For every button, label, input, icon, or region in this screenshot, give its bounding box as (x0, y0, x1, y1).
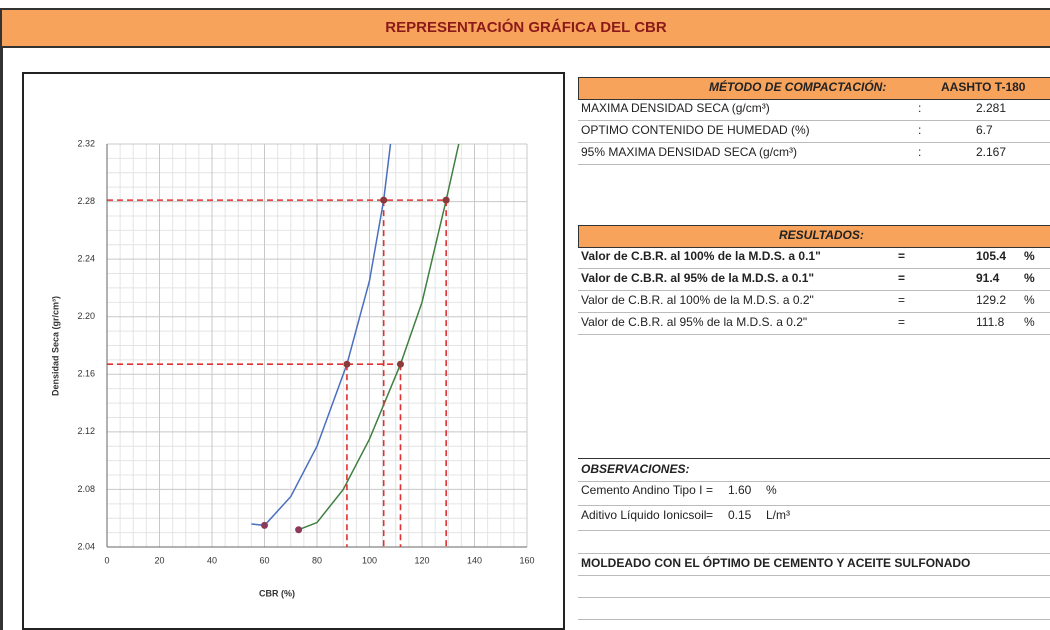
unit: % (1024, 293, 1035, 307)
separator: : (918, 145, 922, 159)
separator: = (898, 249, 906, 263)
point (343, 360, 351, 368)
results-row: Valor de C.B.R. al 95% de la M.D.S. a 0.… (578, 312, 1050, 335)
results-row: Valor de C.B.R. al 100% de la M.D.S. a 0… (578, 290, 1050, 313)
y-tick-label: 2.32 (77, 138, 95, 148)
heading: RESULTADOS: (779, 228, 864, 242)
x-tick-label: 80 (312, 555, 322, 565)
blank-row (578, 597, 1050, 620)
blank-row (578, 575, 1050, 598)
label: OPTIMO CONTENIDO DE HUMEDAD (%) (581, 123, 810, 137)
compaction-header: MÉTODO DE COMPACTACIÓN: AASHTO T-180 (578, 77, 1050, 100)
value: 6.7 (976, 123, 993, 137)
unit: % (1024, 271, 1035, 285)
x-tick-label: 140 (467, 555, 482, 565)
label: Cemento Andino Tipo I (581, 483, 703, 497)
observations-row: Cemento Andino Tipo I = 1.60% (578, 480, 1050, 506)
results-row: Valor de C.B.R. al 100% de la M.D.S. a 0… (578, 246, 1050, 269)
value: 91.4 (976, 271, 1000, 285)
note: MOLDEADO CON EL ÓPTIMO DE CEMENTO Y ACEI… (581, 556, 971, 570)
y-tick-label: 2.16 (77, 369, 95, 379)
x-axis-label: CBR (%) (259, 588, 295, 598)
compaction-row: 95% MAXIMA DENSIDAD SECA (g/cm³): 2.167 (578, 142, 1050, 165)
unit: % (766, 483, 777, 497)
method: AASHTO T-180 (941, 80, 1026, 94)
y-tick-label: 2.28 (77, 196, 95, 206)
value: 1.60 (728, 483, 752, 497)
blank-row (578, 531, 1050, 554)
heading: OBSERVACIONES: (581, 462, 690, 476)
separator: = (898, 293, 906, 307)
point (396, 360, 404, 368)
curve (298, 143, 460, 531)
separator: : (918, 123, 922, 137)
label: Valor de C.B.R. al 100% de la M.D.S. a 0… (581, 249, 821, 263)
note-row: MOLDEADO CON EL ÓPTIMO DE CEMENTO Y ACEI… (578, 553, 1050, 576)
x-tick-label: 20 (154, 555, 164, 565)
value: 2.167 (976, 145, 1007, 159)
compaction-row: MAXIMA DENSIDAD SECA (g/cm³): 2.281 (578, 98, 1050, 121)
observations-row: Aditivo Líquido Ionicsoil = 0.15 L/m³ (578, 505, 1050, 531)
value: 105.4 (976, 249, 1007, 263)
value: 2.281 (976, 101, 1007, 115)
x-tick-label: 160 (519, 555, 534, 565)
point (261, 521, 268, 529)
y-tick-label: 2.04 (77, 541, 95, 551)
separator: = (898, 271, 906, 285)
unit: % (1024, 315, 1035, 329)
label: Valor de C.B.R. al 95% de la M.D.S. a 0.… (581, 315, 808, 329)
separator: = (706, 483, 714, 497)
unit: % (1024, 249, 1035, 263)
value: 0.15 (728, 508, 752, 522)
y-tick-label: 2.20 (77, 311, 95, 321)
heading: MÉTODO DE COMPACTACIÓN: (709, 80, 887, 94)
separator: : (918, 101, 922, 115)
y-tick-label: 2.24 (77, 254, 95, 264)
y-tick-label: 2.12 (77, 426, 95, 436)
y-tick-label: 2.08 (77, 484, 95, 494)
separator: = (898, 315, 906, 329)
point (442, 196, 450, 204)
label: Valor de C.B.R. al 95% de la M.D.S. a 0.… (581, 271, 815, 285)
x-tick-label: 120 (414, 555, 429, 565)
left-border (0, 48, 3, 630)
label: 95% MAXIMA DENSIDAD SECA (g/cm³) (581, 145, 798, 159)
x-tick-label: 60 (259, 555, 269, 565)
results-header: RESULTADOS: (578, 225, 1050, 248)
label: MAXIMA DENSIDAD SECA (g/cm³) (581, 101, 770, 115)
separator: = (706, 508, 714, 522)
label: Valor de C.B.R. al 100% de la M.D.S. a 0… (581, 293, 814, 307)
value: 111.8 (976, 315, 1005, 329)
chart: CBR (%) Densidad Seca (gr/cm³) 0 20 40 60 80… (22, 72, 565, 630)
label: Aditivo Líquido Ionicsoil (581, 508, 707, 522)
x-tick-label: 0 (104, 555, 109, 565)
x-tick-label: 40 (207, 555, 217, 565)
observations-header: OBSERVACIONES: (578, 458, 1050, 482)
x-tick-label: 100 (362, 555, 377, 565)
page-title: REPRESENTACIÓN GRÁFICA DEL CBR (0, 8, 1050, 48)
value: 129.2 (976, 293, 1007, 307)
y-axis-label: Densidad Seca (gr/cm³) (50, 296, 60, 396)
curve (251, 143, 392, 527)
unit: L/m³ (766, 508, 790, 522)
results-row: Valor de C.B.R. al 95% de la M.D.S. a 0.… (578, 268, 1050, 291)
compaction-row: OPTIMO CONTENIDO DE HUMEDAD (%): 6.7 (578, 120, 1050, 143)
point (380, 196, 388, 204)
point (295, 526, 303, 534)
